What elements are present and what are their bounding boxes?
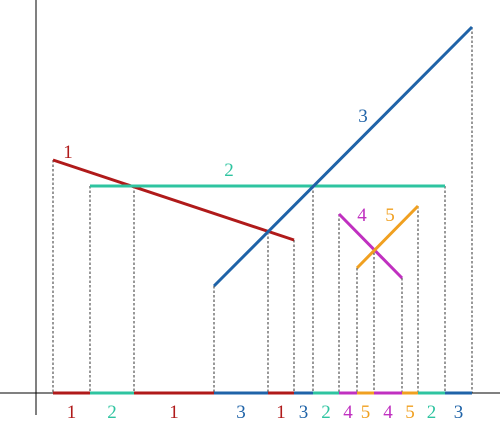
envelope-label: 2 xyxy=(107,402,117,423)
envelope-label: 3 xyxy=(454,402,464,423)
segment-label: 4 xyxy=(357,205,367,226)
segment-label: 2 xyxy=(224,160,234,181)
segment xyxy=(355,204,420,270)
envelope-label: 3 xyxy=(299,402,309,423)
segment xyxy=(52,158,295,242)
envelope-label: 3 xyxy=(236,402,246,423)
envelope-label: 4 xyxy=(343,402,353,423)
envelope-label: 5 xyxy=(361,402,371,423)
envelope-label: 1 xyxy=(67,402,77,423)
segment-label: 3 xyxy=(358,106,368,127)
envelope-label: 1 xyxy=(169,402,179,423)
envelope-label: 2 xyxy=(427,402,437,423)
segment xyxy=(337,212,404,280)
envelope-label: 1 xyxy=(276,402,286,423)
envelope-label: 4 xyxy=(383,402,393,423)
envelope-label: 2 xyxy=(321,402,331,423)
segment-label: 5 xyxy=(385,205,395,226)
segment-label: 1 xyxy=(63,142,73,163)
envelope-label: 5 xyxy=(405,402,415,423)
segment xyxy=(212,25,474,288)
